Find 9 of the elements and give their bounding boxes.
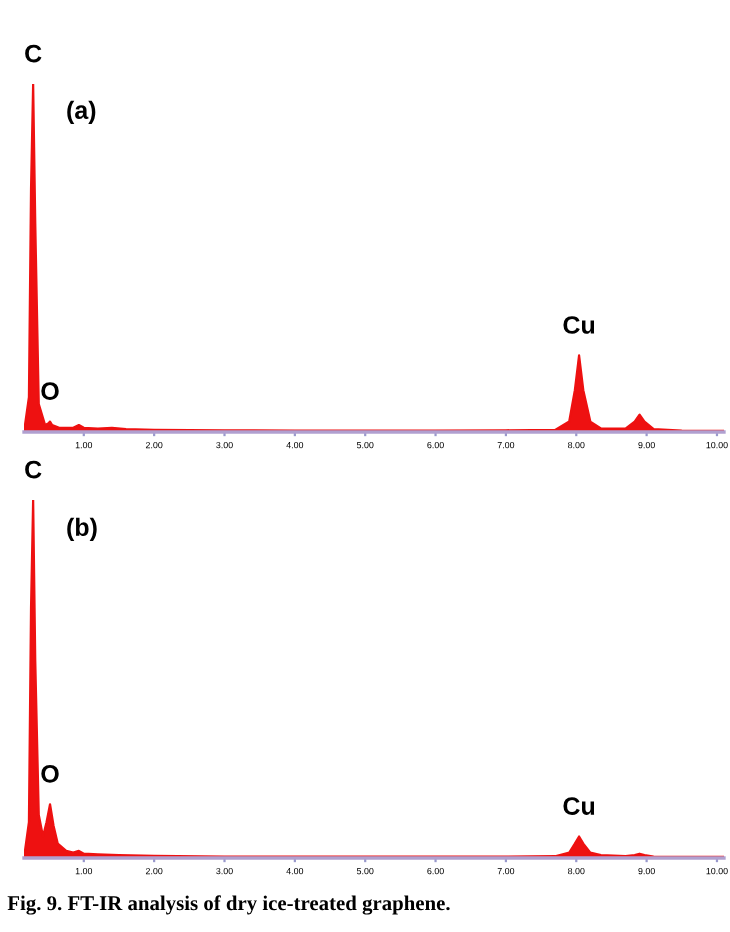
annotation: (a) xyxy=(67,100,96,124)
annotation: C xyxy=(25,44,42,63)
annotation: O xyxy=(41,382,59,400)
caption: Fig. 9. FT-IR analysis of dry ice-treated graphene. xyxy=(7,895,450,915)
annotation: Cu xyxy=(563,316,595,334)
annotation: (b) xyxy=(67,517,97,541)
annotation: C xyxy=(25,460,42,479)
annotation: O xyxy=(41,764,59,783)
annotation: Cu xyxy=(563,797,595,815)
